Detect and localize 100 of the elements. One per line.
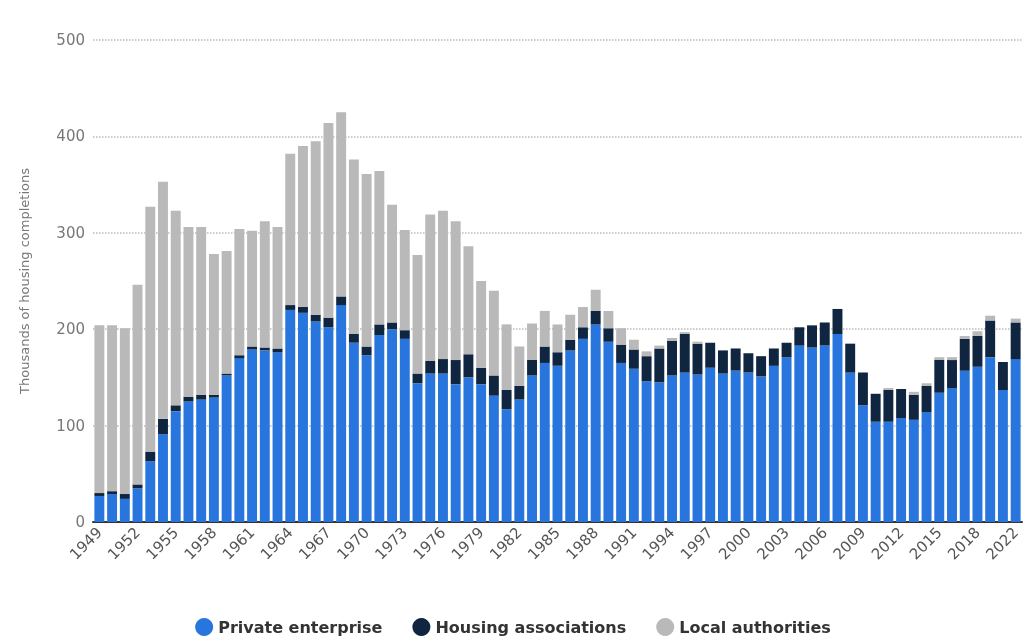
bar xyxy=(501,389,512,410)
bar xyxy=(539,346,550,363)
bar xyxy=(883,389,894,422)
bar xyxy=(959,338,970,371)
bar xyxy=(819,322,830,346)
bar xyxy=(323,327,334,522)
bar xyxy=(616,344,627,363)
bar xyxy=(438,373,448,522)
bar xyxy=(310,314,321,322)
bar xyxy=(323,317,334,328)
bar xyxy=(374,334,385,522)
bar xyxy=(145,461,156,522)
bar xyxy=(934,360,945,393)
bar xyxy=(641,351,652,357)
bar xyxy=(794,327,805,346)
bar xyxy=(717,350,728,374)
bar xyxy=(590,324,601,522)
bar xyxy=(387,329,398,522)
bar xyxy=(997,389,1008,522)
bar xyxy=(781,357,792,522)
bar xyxy=(641,356,652,382)
bar xyxy=(310,321,321,522)
bar xyxy=(577,307,588,328)
bar xyxy=(807,325,817,348)
bar xyxy=(921,386,932,413)
bar xyxy=(794,345,805,522)
bar xyxy=(552,352,563,366)
bar xyxy=(896,417,907,522)
bar xyxy=(272,348,283,353)
bar xyxy=(514,386,525,400)
bar xyxy=(196,399,207,522)
bar xyxy=(107,491,118,495)
bar xyxy=(94,495,105,522)
bar xyxy=(934,392,945,522)
bar xyxy=(285,305,296,310)
bar xyxy=(908,394,919,420)
bar xyxy=(781,342,792,358)
legend-label: Housing associations xyxy=(435,617,627,637)
bar xyxy=(934,357,945,361)
bar xyxy=(348,342,359,522)
bar xyxy=(705,367,716,522)
bar xyxy=(921,412,932,522)
bar xyxy=(336,305,347,522)
y-tick-label: 400 xyxy=(56,127,85,146)
bar xyxy=(577,338,588,522)
bar xyxy=(463,377,474,522)
bar xyxy=(692,374,703,522)
bar xyxy=(527,360,538,376)
bar xyxy=(208,397,219,522)
bar xyxy=(1010,322,1021,360)
bar xyxy=(234,358,245,522)
bar xyxy=(247,349,258,522)
bar xyxy=(743,372,754,522)
bar xyxy=(628,349,639,369)
bar xyxy=(399,338,410,522)
bar xyxy=(628,368,639,522)
bar xyxy=(259,350,270,522)
bar xyxy=(768,348,779,366)
bar xyxy=(514,346,525,387)
bar xyxy=(590,310,601,325)
bar xyxy=(896,388,907,418)
y-tick-label: 0 xyxy=(75,513,85,531)
bar xyxy=(298,312,308,522)
bar xyxy=(387,322,398,330)
bar xyxy=(463,354,474,378)
bar xyxy=(208,394,219,398)
y-tick-label: 500 xyxy=(56,31,85,49)
bar xyxy=(985,320,996,358)
bar xyxy=(170,405,181,412)
bar xyxy=(603,310,614,329)
bar xyxy=(488,375,499,396)
bar xyxy=(857,405,868,522)
bar xyxy=(807,347,817,522)
bar xyxy=(819,345,830,522)
bar xyxy=(158,434,168,522)
bar xyxy=(870,421,881,522)
bar xyxy=(628,339,639,350)
bar xyxy=(577,327,588,339)
bar xyxy=(947,360,957,388)
bar xyxy=(298,307,308,313)
bar xyxy=(730,370,741,522)
bar xyxy=(476,384,487,522)
bar xyxy=(234,355,245,359)
bar xyxy=(997,361,1008,390)
bar xyxy=(119,494,130,499)
y-tick-label: 300 xyxy=(56,223,85,242)
bar xyxy=(336,296,347,306)
bar xyxy=(972,335,983,367)
bar xyxy=(272,352,283,522)
legend-label: Local authorities xyxy=(679,617,831,637)
bar xyxy=(756,376,767,522)
bar xyxy=(183,396,194,402)
bar xyxy=(908,391,919,395)
bar xyxy=(132,484,143,489)
bar xyxy=(947,388,957,522)
bar xyxy=(654,382,665,522)
bar xyxy=(514,399,525,522)
bar xyxy=(170,411,181,522)
bar xyxy=(412,383,423,522)
bar xyxy=(667,337,677,341)
